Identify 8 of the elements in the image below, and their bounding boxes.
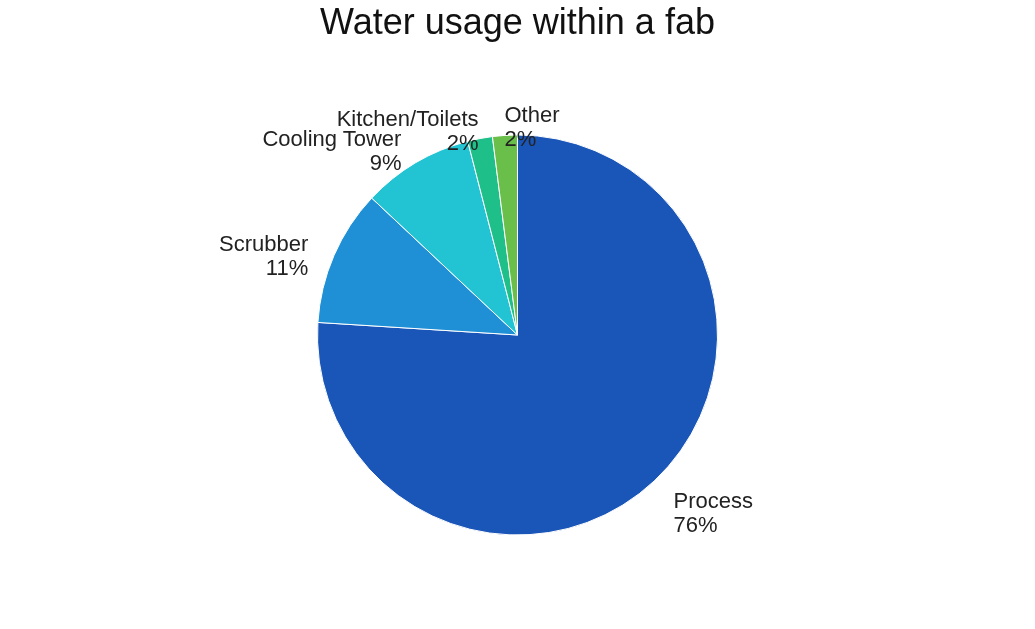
data-label: 9%: [369, 149, 402, 175]
slice-label: Scrubber: [218, 231, 309, 257]
data-label: 11%: [265, 255, 309, 281]
slice-label: Process: [673, 488, 754, 514]
data-label: 2%: [504, 126, 537, 152]
slice-label: Other: [504, 102, 560, 128]
chart-title: Water usage within a fab: [320, 1, 715, 42]
data-label: 76%: [673, 512, 718, 538]
